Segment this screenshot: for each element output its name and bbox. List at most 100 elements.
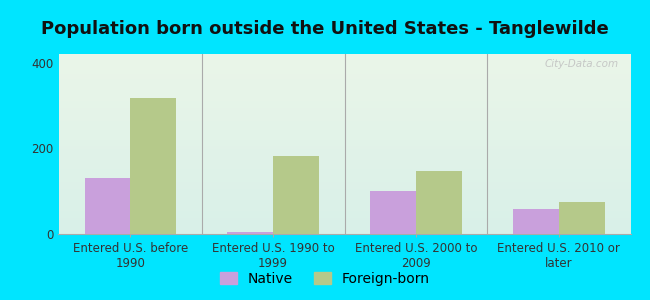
Bar [227,232,273,234]
Bar [58,112,630,113]
Bar [58,68,630,70]
Bar [58,209,630,211]
Bar [58,77,630,79]
Bar [58,171,630,173]
Bar [130,98,176,234]
Bar [58,196,630,198]
Bar [58,216,630,218]
Bar [58,106,630,108]
Bar [58,212,630,214]
Bar [58,184,630,185]
Bar [58,223,630,225]
Bar [58,79,630,81]
Bar [58,135,630,137]
Bar [58,113,630,115]
Bar [58,63,630,65]
Bar [58,162,630,164]
Bar [58,131,630,133]
Bar [416,171,462,234]
Bar [58,194,630,196]
Bar [58,140,630,142]
Bar [58,155,630,157]
Bar [58,76,630,77]
Bar [58,124,630,126]
Bar [58,218,630,220]
Bar [58,130,630,131]
Bar [58,72,630,74]
Bar [58,133,630,135]
Bar [58,202,630,203]
Bar [58,182,630,184]
Bar [58,158,630,160]
Bar [58,146,630,148]
Bar [58,191,630,193]
Bar [58,65,630,67]
Bar [58,139,630,140]
Bar [58,121,630,122]
Bar [58,227,630,229]
Bar [58,167,630,169]
Bar [58,97,630,99]
Bar [58,95,630,97]
Bar [58,61,630,63]
Bar [58,142,630,144]
Bar [58,81,630,83]
Bar [58,220,630,221]
Bar [58,59,630,61]
Bar [58,110,630,112]
Bar [58,56,630,58]
Bar [58,83,630,85]
Bar [513,209,559,234]
Bar [58,173,630,175]
Bar [58,230,630,232]
Bar [58,164,630,166]
Legend: Native, Foreign-born: Native, Foreign-born [216,268,434,290]
Bar [58,122,630,124]
Bar [58,148,630,149]
Bar [58,225,630,227]
Bar [58,54,630,56]
Bar [58,104,630,106]
Bar [58,85,630,86]
Bar [58,103,630,104]
Bar [58,128,630,130]
Bar [58,205,630,207]
Bar [58,119,630,121]
Bar [273,156,318,234]
Bar [58,189,630,191]
Bar [58,117,630,119]
Bar [58,160,630,162]
Bar [58,58,630,59]
Text: City-Data.com: City-Data.com [545,59,619,69]
Bar [58,166,630,167]
Bar [58,169,630,171]
Bar [58,178,630,180]
Bar [58,211,630,212]
Bar [58,99,630,101]
Bar [58,149,630,151]
Bar [58,151,630,153]
Bar [58,115,630,117]
Bar [559,202,604,234]
Bar [58,86,630,88]
Bar [58,153,630,155]
Bar [58,176,630,178]
Bar [58,187,630,189]
Bar [58,185,630,187]
Bar [370,191,416,234]
Bar [58,67,630,68]
Bar [58,203,630,205]
Bar [58,92,630,94]
Bar [58,232,630,234]
Bar [58,207,630,209]
Bar [58,180,630,182]
Bar [58,94,630,95]
Bar [58,229,630,230]
Bar [58,200,630,202]
Bar [58,74,630,76]
Bar [58,198,630,200]
Bar [58,214,630,216]
Bar [58,175,630,176]
Bar [58,90,630,92]
Bar [84,178,130,234]
